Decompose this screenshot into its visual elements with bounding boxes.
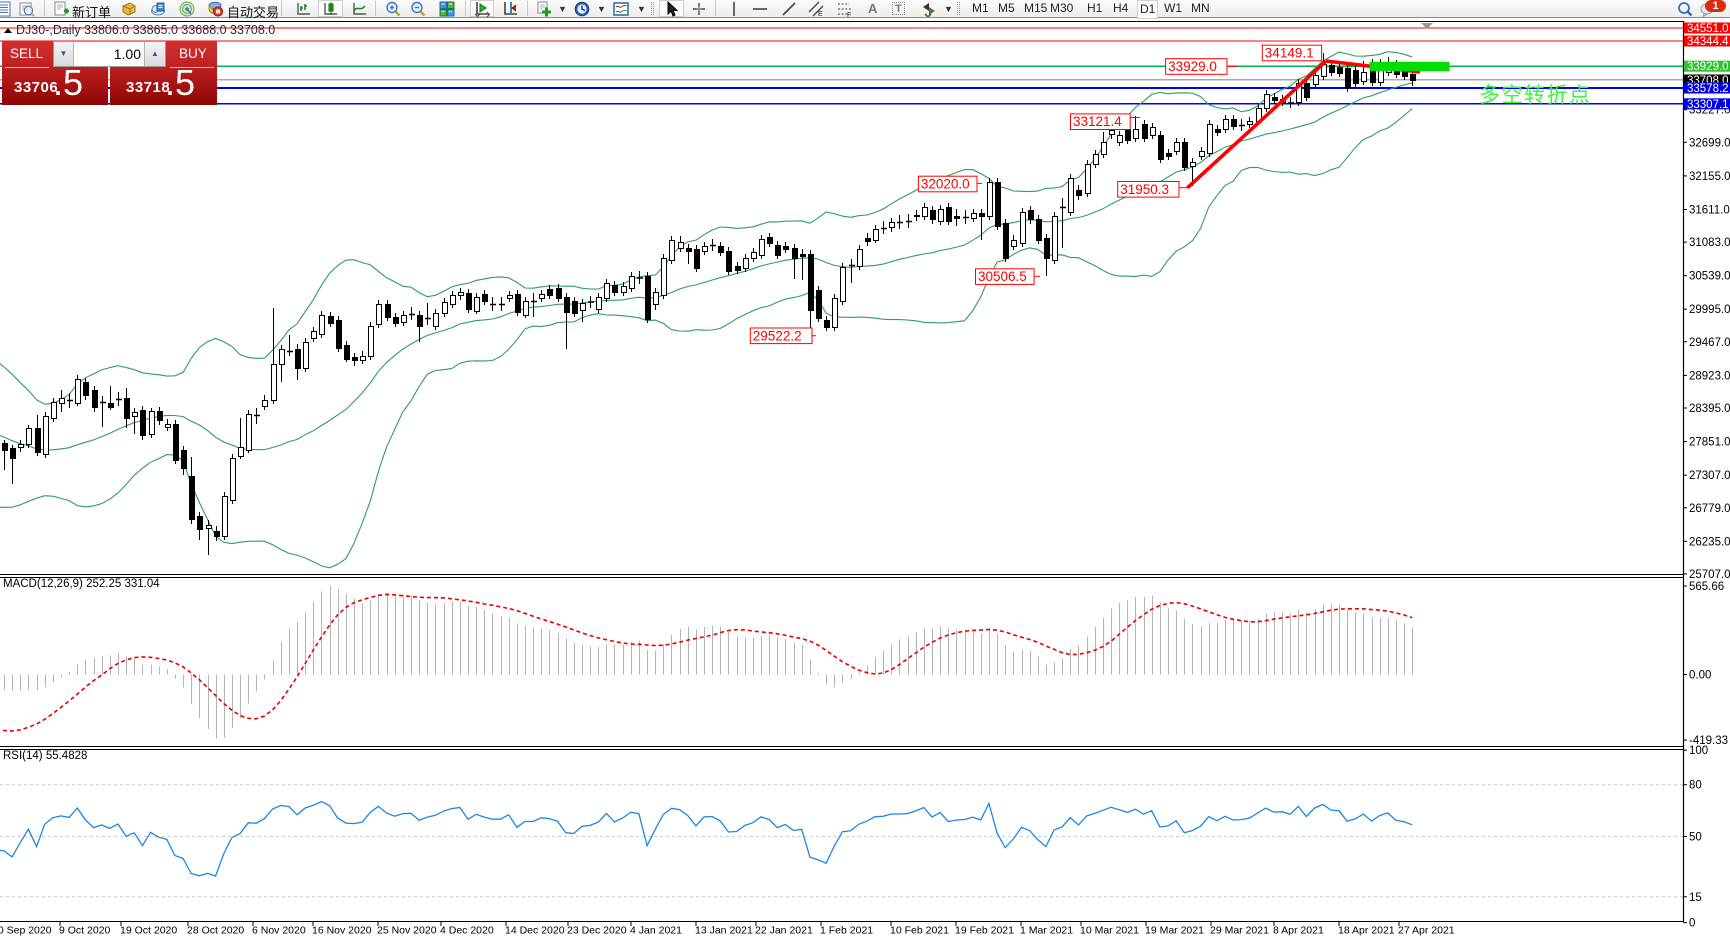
svg-text:27 Apr 2021: 27 Apr 2021 [1398, 925, 1455, 937]
svg-text:1 Feb 2021: 1 Feb 2021 [820, 925, 873, 937]
svg-text:29 Mar 2021: 29 Mar 2021 [1210, 925, 1269, 937]
svg-text:19 Mar 2021: 19 Mar 2021 [1145, 925, 1204, 937]
svg-text:33578.2: 33578.2 [1687, 83, 1729, 95]
svg-text:33121.4: 33121.4 [1073, 114, 1122, 129]
svg-text:33929.0: 33929.0 [1168, 59, 1217, 74]
svg-text:15: 15 [1689, 892, 1702, 904]
svg-text:4 Jan 2021: 4 Jan 2021 [630, 925, 682, 937]
svg-text:4 Dec 2020: 4 Dec 2020 [440, 925, 494, 937]
svg-text:565.66: 565.66 [1689, 581, 1724, 593]
svg-text:MACD(12,26,9) 252.25 331.04: MACD(12,26,9) 252.25 331.04 [3, 578, 160, 590]
svg-text:25707.0: 25707.0 [1689, 569, 1730, 581]
svg-text:32155.0: 32155.0 [1689, 171, 1730, 183]
svg-text:33929.0: 33929.0 [1687, 61, 1729, 73]
svg-text:多空转折点: 多空转折点 [1479, 83, 1592, 107]
svg-text:10 Feb 2021: 10 Feb 2021 [890, 925, 949, 937]
svg-text:19 Oct 2020: 19 Oct 2020 [120, 925, 177, 937]
svg-text:31950.3: 31950.3 [1120, 182, 1169, 197]
svg-text:26779.0: 26779.0 [1689, 503, 1730, 515]
svg-text:13 Jan 2021: 13 Jan 2021 [695, 925, 753, 937]
svg-text:31611.0: 31611.0 [1689, 205, 1730, 217]
svg-text:0: 0 [1689, 918, 1695, 930]
svg-text:10 Mar 2021: 10 Mar 2021 [1080, 925, 1139, 937]
svg-text:9 Oct 2020: 9 Oct 2020 [59, 925, 111, 937]
svg-text:F: F [847, 12, 851, 17]
svg-text:30539.0: 30539.0 [1689, 271, 1730, 283]
svg-text:8 Apr 2021: 8 Apr 2021 [1273, 925, 1324, 937]
svg-text:0.00: 0.00 [1689, 670, 1711, 682]
svg-text:RSI(14) 55.4828: RSI(14) 55.4828 [3, 750, 87, 762]
svg-text:25 Nov 2020: 25 Nov 2020 [377, 925, 437, 937]
svg-text:E: E [818, 11, 823, 17]
svg-text:DJ30-,Daily 33806.0 33865.0 3: DJ30-,Daily 33806.0 33865.0 33688.0 3370… [16, 23, 275, 37]
svg-text:27851.0: 27851.0 [1689, 437, 1730, 449]
svg-text:6 Nov 2020: 6 Nov 2020 [252, 925, 306, 937]
svg-text:100: 100 [1689, 745, 1708, 757]
svg-text:26235.0: 26235.0 [1689, 536, 1730, 548]
svg-text:19 Feb 2021: 19 Feb 2021 [955, 925, 1014, 937]
svg-text:23 Dec 2020: 23 Dec 2020 [567, 925, 627, 937]
svg-text:16 Nov 2020: 16 Nov 2020 [312, 925, 372, 937]
svg-text:29995.0: 29995.0 [1689, 304, 1730, 316]
svg-text:1 Mar 2021: 1 Mar 2021 [1020, 925, 1073, 937]
svg-text:29467.0: 29467.0 [1689, 337, 1730, 349]
svg-text:34149.1: 34149.1 [1265, 46, 1314, 61]
svg-text:31083.0: 31083.0 [1689, 237, 1730, 249]
svg-text:34551.0: 34551.0 [1687, 23, 1729, 35]
svg-text:22 Jan 2021: 22 Jan 2021 [755, 925, 813, 937]
svg-text:27307.0: 27307.0 [1689, 470, 1730, 482]
svg-text:28395.0: 28395.0 [1689, 403, 1730, 415]
svg-text:14 Dec 2020: 14 Dec 2020 [505, 925, 565, 937]
svg-text:33307.1: 33307.1 [1687, 99, 1729, 111]
svg-text:-419.33: -419.33 [1689, 735, 1728, 747]
svg-text:34344.4: 34344.4 [1687, 36, 1729, 48]
svg-text:80: 80 [1689, 780, 1702, 792]
svg-text:30 Sep 2020: 30 Sep 2020 [0, 925, 52, 937]
svg-text:32020.0: 32020.0 [921, 177, 970, 192]
svg-text:50: 50 [1689, 831, 1702, 843]
svg-text:18 Apr 2021: 18 Apr 2021 [1338, 925, 1395, 937]
svg-text:28923.0: 28923.0 [1689, 370, 1730, 382]
svg-text:30506.5: 30506.5 [978, 269, 1027, 284]
svg-text:28 Oct 2020: 28 Oct 2020 [187, 925, 244, 937]
svg-text:32699.0: 32699.0 [1689, 137, 1730, 149]
svg-text:29522.2: 29522.2 [753, 328, 802, 343]
